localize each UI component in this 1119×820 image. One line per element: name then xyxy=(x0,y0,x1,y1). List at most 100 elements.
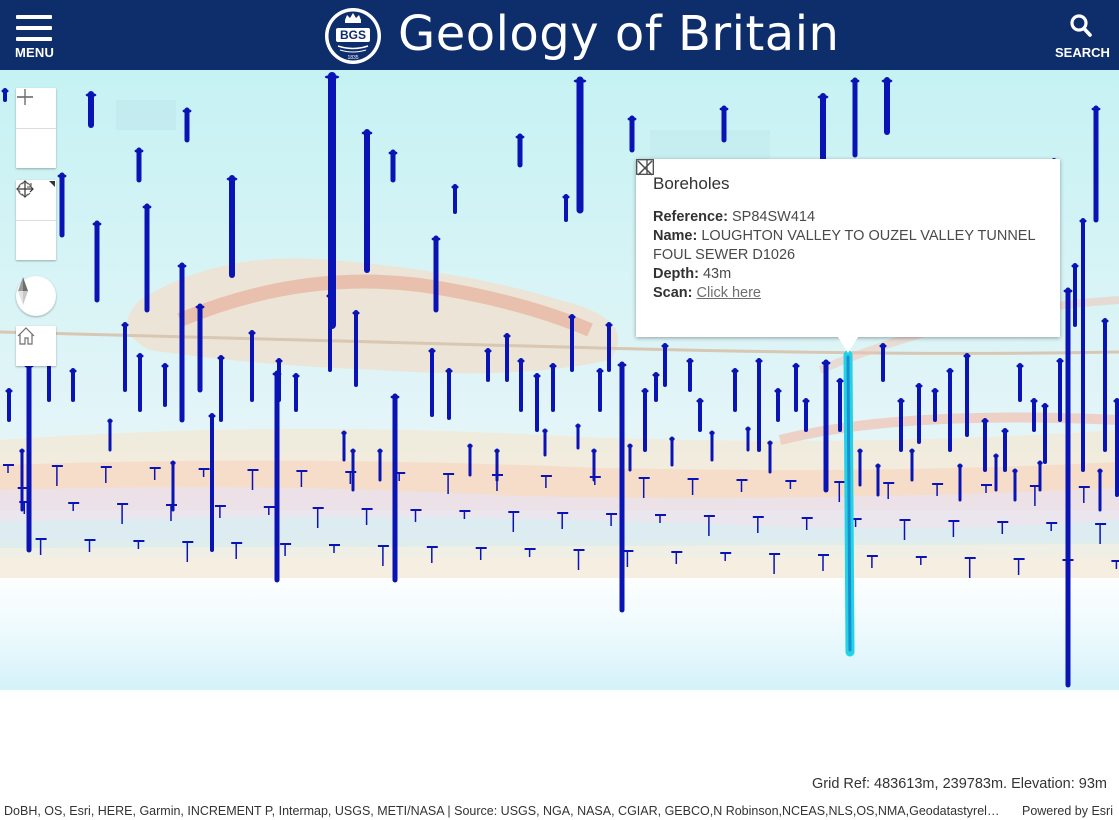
rotate-button[interactable] xyxy=(16,181,56,260)
map-view[interactable]: Boreholes Reference: SP84SW414 Name: LOU… xyxy=(0,70,1119,820)
borehole-cap xyxy=(533,374,541,378)
borehole-cap xyxy=(428,349,436,353)
popup-pointer xyxy=(838,337,858,353)
borehole-cap xyxy=(731,369,739,373)
borehole-cap xyxy=(503,334,511,338)
borehole-cap xyxy=(669,437,675,441)
borehole-cap xyxy=(549,364,557,368)
field-label: Reference: xyxy=(653,209,728,225)
borehole-cap xyxy=(5,389,13,393)
attribution-text[interactable]: DoBH, OS, Esri, HERE, Garmin, INCREMENT … xyxy=(4,804,1004,818)
popup-field-depth: Depth: 43m xyxy=(653,265,1048,284)
borehole-cap xyxy=(875,464,881,468)
borehole-layer[interactable] xyxy=(1,72,1119,688)
borehole-cap xyxy=(177,264,187,268)
borehole-cap xyxy=(1041,404,1049,408)
home-button[interactable] xyxy=(16,326,56,366)
borehole-cap xyxy=(517,359,525,363)
borehole-cap xyxy=(1113,399,1119,403)
pan-icon xyxy=(16,180,34,198)
attribution-bar: DoBH, OS, Esri, HERE, Garmin, INCREMENT … xyxy=(0,803,1119,820)
borehole-cap xyxy=(745,427,751,431)
borehole-cap xyxy=(879,344,887,348)
rotate-icon xyxy=(17,181,32,197)
compass-button[interactable] xyxy=(16,276,56,316)
borehole-cap xyxy=(573,79,587,83)
borehole-cap xyxy=(821,361,831,365)
borehole-cap xyxy=(324,75,340,79)
borehole-cap xyxy=(1091,107,1101,111)
powered-by-link[interactable]: Powered by Esri xyxy=(1021,804,1113,818)
borehole-cap xyxy=(515,135,525,139)
home-control xyxy=(16,326,56,366)
borehole-cap xyxy=(494,449,500,453)
borehole-cap xyxy=(445,369,453,373)
field-label: Name: xyxy=(653,228,698,244)
borehole-cap xyxy=(134,149,144,153)
selected-borehole-layer[interactable] xyxy=(843,350,855,657)
borehole-cap xyxy=(931,389,939,393)
bgs-logo[interactable]: BGS 1835 xyxy=(324,7,382,65)
borehole-cap xyxy=(897,399,905,403)
borehole-cap xyxy=(568,315,576,319)
main-road xyxy=(177,274,593,337)
borehole-cap xyxy=(946,369,954,373)
menu-label: MENU xyxy=(15,45,55,60)
popup-title: Boreholes xyxy=(653,174,730,193)
logo-text: BGS xyxy=(340,28,366,42)
pan-button[interactable] xyxy=(16,180,56,220)
borehole-cap xyxy=(1056,359,1064,363)
popup-field-scan: Scan: Click here xyxy=(653,284,1048,303)
borehole-cap xyxy=(1071,264,1079,268)
borehole-cap xyxy=(909,449,915,453)
logo-year: 1835 xyxy=(347,55,358,61)
borehole-cap xyxy=(1012,469,1018,473)
borehole-cap xyxy=(957,464,963,468)
borehole-cap xyxy=(275,359,283,363)
close-icon[interactable] xyxy=(636,159,654,177)
home-icon xyxy=(17,327,35,345)
zoom-out-button[interactable] xyxy=(16,96,56,168)
field-value: SP84SW414 xyxy=(731,209,816,225)
borehole-cap xyxy=(170,461,176,465)
app-header: MENU BGS 1835 Geology of Britain SEARCH xyxy=(0,0,1119,70)
road xyxy=(778,412,1119,445)
geology-band xyxy=(0,544,1119,578)
menu-icon xyxy=(16,15,52,41)
borehole-cap xyxy=(69,369,77,373)
borehole-cap xyxy=(390,395,400,399)
borehole-cap xyxy=(755,359,763,363)
borehole-cap xyxy=(652,373,660,377)
field-value: 43m xyxy=(702,266,732,282)
borehole-cap xyxy=(57,174,67,178)
selected-borehole[interactable] xyxy=(846,355,852,652)
menu-button[interactable]: MENU xyxy=(14,12,58,62)
borehole-cap xyxy=(484,349,492,353)
borehole-cap xyxy=(767,441,773,445)
scan-link[interactable]: Click here xyxy=(696,285,761,301)
borehole-cap xyxy=(350,449,356,453)
borehole-cap xyxy=(431,237,441,241)
borehole-cap xyxy=(361,131,373,135)
borehole-cap xyxy=(1030,399,1038,403)
toggle-indicator xyxy=(49,181,55,187)
borehole-cap xyxy=(915,384,923,388)
popup-field-reference: Reference: SP84SW414 xyxy=(653,208,1048,227)
borehole-cap xyxy=(981,419,989,423)
borehole-cap xyxy=(1097,469,1103,473)
popup-content: Reference: SP84SW414 Name: LOUGHTON VALL… xyxy=(653,208,1048,303)
borehole-cap xyxy=(85,93,97,97)
borehole-cap xyxy=(1016,364,1024,368)
site-title: Geology of Britain xyxy=(398,6,840,62)
borehole-cap xyxy=(709,431,715,435)
borehole-popup: Boreholes Reference: SP84SW414 Name: LOU… xyxy=(636,159,1060,337)
borehole-cap xyxy=(1001,429,1009,433)
compass-icon xyxy=(18,277,28,305)
borehole-cap xyxy=(993,454,999,458)
borehole-cap xyxy=(248,331,256,335)
search-button[interactable]: SEARCH xyxy=(1052,12,1110,62)
borehole-cap xyxy=(326,294,334,298)
borehole-cap xyxy=(542,429,548,433)
borehole-cap xyxy=(467,444,473,448)
borehole-cap xyxy=(596,369,604,373)
